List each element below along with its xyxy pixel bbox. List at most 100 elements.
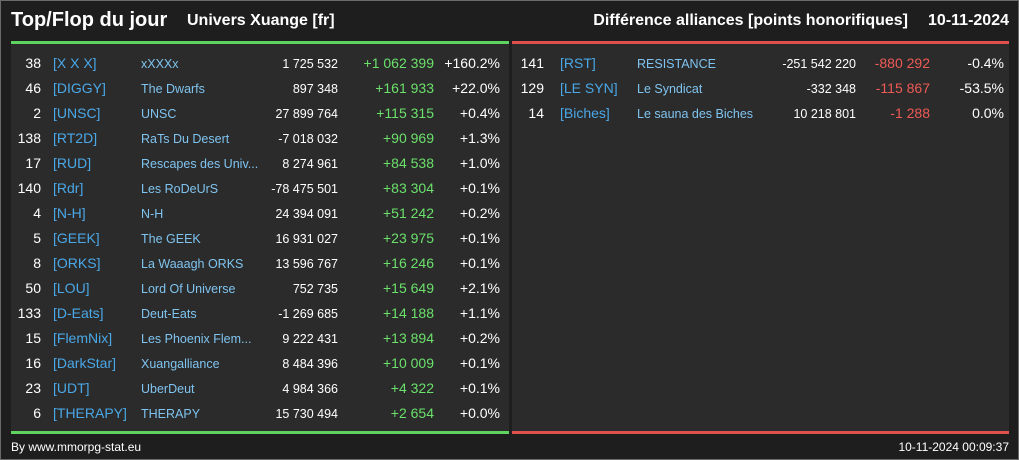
percent-change: +1.0%: [459, 155, 500, 171]
alliance-tag-link[interactable]: [RST]: [560, 55, 596, 71]
points-difference: -115 867: [875, 80, 930, 96]
top-row: 38 [X X X] xXXXx 1 725 532 +1 062 399 +160.2%: [11, 51, 509, 76]
alliance-tag-link[interactable]: [RT2D]: [53, 130, 98, 146]
alliance-rank: 38: [25, 55, 41, 71]
top-row: 23 [UDT] UberDeut 4 984 366 +4 322 +0.1%: [11, 376, 509, 401]
alliance-points: 15 730 494: [275, 407, 338, 421]
top-row: 5 [GEEK] The GEEK 16 931 027 +23 975 +0.1%: [11, 226, 509, 251]
percent-change: +1.1%: [459, 305, 500, 321]
percent-change: 0.0%: [972, 105, 1004, 121]
alliance-rank: 14: [528, 105, 544, 121]
top-row: 15 [FlemNix] Les Phoenix Flem... 9 222 431 +…: [11, 326, 509, 351]
alliance-name-link[interactable]: Le Syndicat: [637, 82, 703, 96]
percent-change: +0.0%: [459, 405, 500, 421]
footer: By www.mmorpg-stat.eu 10-11-2024 00:09:3…: [1, 437, 1019, 460]
alliance-name-link[interactable]: The GEEK: [141, 232, 201, 246]
percent-change: +0.1%: [459, 230, 500, 246]
alliance-rank: 15: [25, 330, 41, 346]
alliance-name-link[interactable]: N-H: [141, 207, 164, 221]
alliance-name-link[interactable]: La Waaagh ORKS: [141, 257, 244, 271]
points-difference: +90 969: [383, 130, 434, 146]
alliance-rank: 6: [33, 405, 41, 421]
alliance-tag-link[interactable]: [RUD]: [53, 155, 92, 171]
alliance-tag-link[interactable]: [LE SYN]: [560, 80, 618, 96]
header-date: 10-11-2024: [928, 12, 1009, 29]
alliance-rank: 50: [25, 280, 41, 296]
points-difference: +2 654: [390, 405, 434, 421]
percent-change: +0.4%: [459, 105, 500, 121]
alliance-name-link[interactable]: RESISTANCE: [637, 57, 716, 71]
percent-change: +0.2%: [459, 205, 500, 221]
top-row: 46 [DIGGY] The Dwarfs 897 348 +161 933 +22.0%: [11, 76, 509, 101]
top-panel: 38 [X X X] xXXXx 1 725 532 +1 062 399 +160.2%…: [11, 41, 509, 434]
alliance-tag-link[interactable]: [LOU]: [53, 280, 90, 296]
alliance-tag-link[interactable]: [GEEK]: [53, 230, 100, 246]
alliance-tag-link[interactable]: [DarkStar]: [53, 355, 117, 371]
alliance-name-link[interactable]: UNSC: [141, 107, 177, 121]
alliance-points: -78 475 501: [271, 182, 338, 196]
alliance-points: 897 348: [292, 82, 338, 96]
ranking-subtitle: Différence alliances [points honorifique…: [593, 12, 908, 29]
alliance-name-link[interactable]: Xuangalliance: [141, 357, 220, 371]
alliance-name-link[interactable]: The Dwarfs: [141, 82, 205, 96]
site-credit[interactable]: By www.mmorpg-stat.eu: [11, 440, 142, 454]
points-difference: +161 933: [375, 80, 434, 96]
top-row: 140 [Rdr] Les RoDeUrS -78 475 501 +83 304 +0.…: [11, 176, 509, 201]
alliance-tag-link[interactable]: [D-Eats]: [53, 305, 104, 321]
alliance-name-link[interactable]: xXXXx: [141, 57, 179, 71]
alliance-tag-link[interactable]: [DIGGY]: [53, 80, 106, 96]
alliance-points: 10 218 801: [793, 107, 856, 121]
points-difference: +15 649: [383, 280, 434, 296]
alliance-rank: 17: [25, 155, 41, 171]
alliance-points: 752 735: [292, 282, 338, 296]
alliance-name-link[interactable]: Les Phoenix Flem...: [141, 332, 252, 346]
percent-change: +160.2%: [444, 55, 500, 71]
points-difference: +13 894: [383, 330, 434, 346]
alliance-tag-link[interactable]: [THERAPY]: [53, 405, 127, 421]
alliance-points: 4 984 366: [282, 382, 338, 396]
alliance-name-link[interactable]: UberDeut: [141, 382, 195, 396]
alliance-name-link[interactable]: Le sauna des Biches: [637, 107, 754, 121]
alliance-rank: 23: [25, 380, 41, 396]
alliance-tag-link[interactable]: [N-H]: [53, 205, 86, 221]
universe-label: Univers Xuange [fr]: [187, 12, 335, 29]
alliance-rank: 4: [33, 205, 41, 221]
alliance-name-link[interactable]: RaTs Du Desert: [141, 132, 230, 146]
alliance-tag-link[interactable]: [ORKS]: [53, 255, 101, 271]
alliance-name-link[interactable]: Rescapes des Univ...: [141, 157, 259, 171]
top-row: 8 [ORKS] La Waaagh ORKS 13 596 767 +16 246 +0…: [11, 251, 509, 276]
alliance-rank: 8: [33, 255, 41, 271]
points-difference: +83 304: [383, 180, 434, 196]
alliance-tag-link[interactable]: [Rdr]: [53, 180, 84, 196]
percent-change: +22.0%: [452, 80, 500, 96]
alliance-tag-link[interactable]: [UNSC]: [53, 105, 101, 121]
percent-change: +0.1%: [459, 355, 500, 371]
points-difference: +10 009: [383, 355, 434, 371]
alliance-name-link[interactable]: THERAPY: [141, 407, 201, 421]
percent-change: +0.1%: [459, 255, 500, 271]
points-difference: +14 188: [383, 305, 434, 321]
alliance-points: -332 348: [806, 82, 856, 96]
points-difference: +16 246: [383, 255, 434, 271]
alliance-name-link[interactable]: Lord Of Universe: [141, 282, 236, 296]
alliance-name-link[interactable]: Les RoDeUrS: [141, 182, 219, 196]
flop-panel: 141 [RST] RESISTANCE -251 542 220 -880 292 -0…: [512, 41, 1009, 434]
alliance-name-link[interactable]: Deut-Eats: [141, 307, 197, 321]
points-difference: +51 242: [383, 205, 434, 221]
top-row: 16 [DarkStar] Xuangalliance 8 484 396 +10 00…: [11, 351, 509, 376]
alliance-points: 16 931 027: [275, 232, 338, 246]
alliance-points: 8 274 961: [282, 157, 338, 171]
percent-change: +2.1%: [459, 280, 500, 296]
alliance-rank: 2: [33, 105, 41, 121]
top-row: 2 [UNSC] UNSC 27 899 764 +115 315 +0.4%: [11, 101, 509, 126]
flop-row: 129 [LE SYN] Le Syndicat -332 348 -115 867 -5…: [512, 76, 1009, 101]
alliance-tag-link[interactable]: [X X X]: [53, 55, 97, 71]
alliance-tag-link[interactable]: [Biches]: [560, 105, 610, 121]
alliance-tag-link[interactable]: [FlemNix]: [53, 330, 113, 346]
alliance-tag-link[interactable]: [UDT]: [53, 380, 90, 396]
alliance-rank: 133: [17, 305, 41, 321]
alliance-rank: 141: [520, 55, 544, 71]
alliance-points: 8 484 396: [282, 357, 338, 371]
percent-change: -53.5%: [959, 80, 1004, 96]
